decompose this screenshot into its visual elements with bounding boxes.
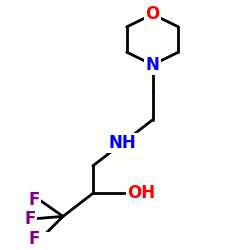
Text: O: O [146, 5, 160, 23]
Text: F: F [29, 191, 40, 209]
Text: F: F [24, 210, 36, 228]
Text: F: F [29, 230, 40, 248]
Text: NH: NH [109, 134, 136, 152]
Text: OH: OH [127, 184, 156, 202]
Text: N: N [146, 56, 160, 74]
